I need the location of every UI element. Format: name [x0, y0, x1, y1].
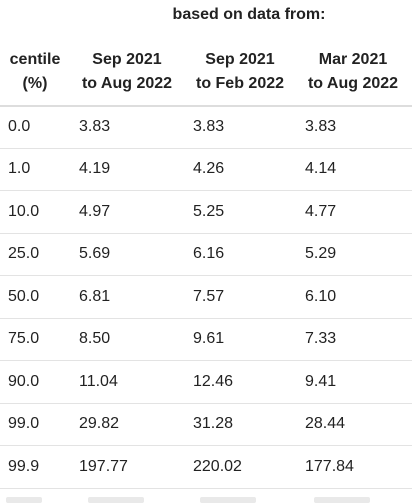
value-cell: 9.61: [193, 330, 225, 347]
centile-cell: 99.9: [8, 458, 40, 475]
column-header-line: Sep 2021: [205, 51, 275, 68]
value-cell: 28.44: [305, 415, 346, 432]
cut-off-cell: [88, 497, 144, 503]
value-cell: 4.97: [79, 203, 111, 220]
column-header-mar2021-aug2022: Mar 2021 to Aug 2022: [298, 48, 408, 96]
value-cell: 3.83: [305, 118, 337, 135]
table-row: 0.0 3.83 3.83 3.83: [0, 107, 412, 149]
value-cell: 5.25: [193, 203, 225, 220]
table-row: 10.0 4.97 5.25 4.77: [0, 192, 412, 234]
value-cell: 197.77: [79, 458, 128, 475]
value-cell: 4.26: [193, 160, 225, 177]
value-cell: 31.28: [193, 415, 234, 432]
cut-off-cell: [200, 497, 256, 503]
header-divider: [0, 105, 412, 107]
centile-cell: 75.0: [8, 330, 40, 347]
cut-off-cell: [314, 497, 370, 503]
centile-cell: 0.0: [8, 118, 31, 135]
value-cell: 7.33: [305, 330, 337, 347]
column-header-sep2021-aug2022: Sep 2021 to Aug 2022: [72, 48, 182, 96]
centile-cell: 99.0: [8, 415, 40, 432]
value-cell: 5.69: [79, 245, 111, 262]
value-cell: 6.16: [193, 245, 225, 262]
value-cell: 4.19: [79, 160, 111, 177]
table-row: 99.9 197.77 220.02 177.84: [0, 447, 412, 489]
value-cell: 4.14: [305, 160, 337, 177]
centile-cell: 25.0: [8, 245, 40, 262]
table-row: 75.0 8.50 9.61 7.33: [0, 319, 412, 361]
value-cell: 9.41: [305, 373, 337, 390]
group-header: based on data from:: [172, 6, 326, 23]
table-row: 25.0 5.69 6.16 5.29: [0, 234, 412, 276]
table-row: 1.0 4.19 4.26 4.14: [0, 149, 412, 191]
centile-cell: 50.0: [8, 288, 40, 305]
table-row: 99.0 29.82 31.28 28.44: [0, 404, 412, 446]
column-header-line: to Feb 2022: [195, 75, 285, 92]
value-cell: 12.46: [193, 373, 234, 390]
centile-cell: 90.0: [8, 373, 40, 390]
table-row: 90.0 11.04 12.46 9.41: [0, 362, 412, 404]
column-header-line: Sep 2021: [92, 51, 162, 68]
column-header-line: (%): [22, 75, 48, 92]
value-cell: 29.82: [79, 415, 120, 432]
value-cell: 220.02: [193, 458, 242, 475]
value-cell: 6.81: [79, 288, 111, 305]
column-header-line: to Aug 2022: [307, 75, 399, 92]
centile-cell: 1.0: [8, 160, 31, 177]
column-header-line: centile: [9, 51, 61, 68]
table-row: 50.0 6.81 7.57 6.10: [0, 277, 412, 319]
column-header-centile: centile (%): [0, 48, 70, 96]
value-cell: 6.10: [305, 288, 337, 305]
cut-off-next-row: [0, 494, 412, 503]
column-header-line: Mar 2021: [318, 51, 388, 68]
value-cell: 8.50: [79, 330, 111, 347]
value-cell: 3.83: [79, 118, 111, 135]
column-header-sep2021-feb2022: Sep 2021 to Feb 2022: [186, 48, 294, 96]
value-cell: 5.29: [305, 245, 337, 262]
centile-cell: 10.0: [8, 203, 40, 220]
value-cell: 3.83: [193, 118, 225, 135]
value-cell: 11.04: [79, 373, 118, 390]
value-cell: 4.77: [305, 203, 337, 220]
cut-off-cell: [6, 497, 42, 503]
column-header-line: to Aug 2022: [81, 75, 173, 92]
value-cell: 177.84: [305, 458, 354, 475]
value-cell: 7.57: [193, 288, 225, 305]
